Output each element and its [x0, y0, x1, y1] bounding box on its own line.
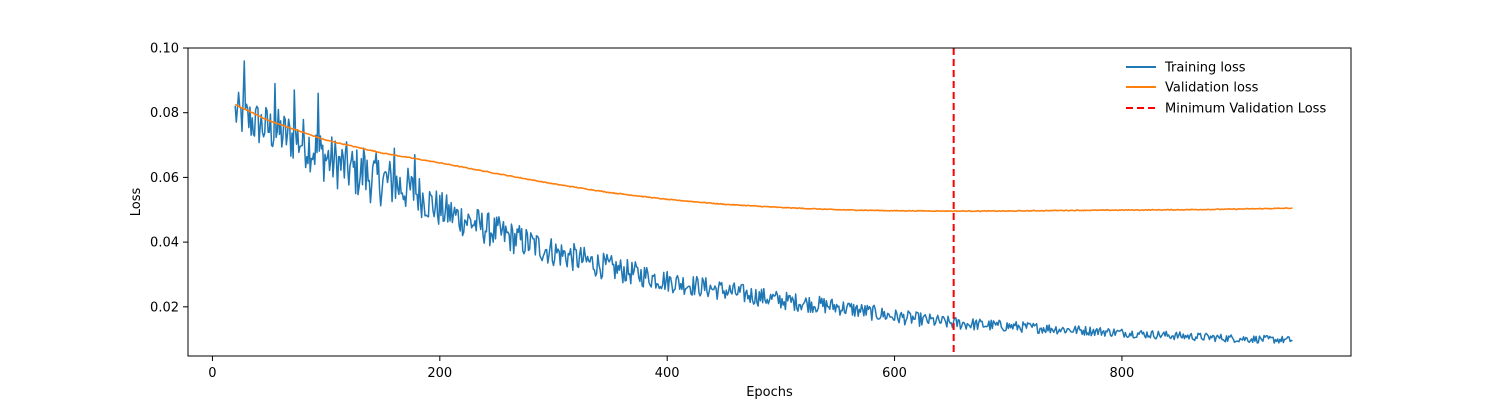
validation-loss-line — [234, 103, 1293, 213]
x-tick-label: 800 — [1110, 366, 1135, 381]
y-axis-title: Loss — [129, 188, 144, 217]
y-axis: 0.02 0.04 0.06 0.08 0.10 — [150, 42, 188, 315]
y-tick-label: 0.10 — [150, 42, 179, 57]
y-tick-label: 0.02 — [150, 300, 179, 315]
x-axis-title: Epochs — [746, 385, 793, 400]
y-tick-label: 0.08 — [150, 106, 179, 121]
plot-area — [234, 48, 1293, 356]
legend-label-training-loss: Training loss — [1164, 61, 1246, 76]
x-axis: 0 200 400 600 800 — [208, 356, 1134, 381]
axes-frame — [187, 47, 1352, 357]
x-tick-label: 600 — [882, 366, 907, 381]
y-tick-label: 0.04 — [150, 236, 179, 251]
training-loss-line — [234, 60, 1293, 344]
legend: Training loss Validation loss Minimum Va… — [1126, 61, 1326, 117]
x-tick-label: 200 — [427, 366, 452, 381]
x-tick-label: 0 — [208, 366, 216, 381]
y-tick-label: 0.06 — [150, 171, 179, 186]
x-tick-label: 400 — [655, 366, 680, 381]
legend-label-validation-loss: Validation loss — [1165, 81, 1259, 96]
legend-label-minimum-validation-loss: Minimum Validation Loss — [1165, 102, 1326, 117]
